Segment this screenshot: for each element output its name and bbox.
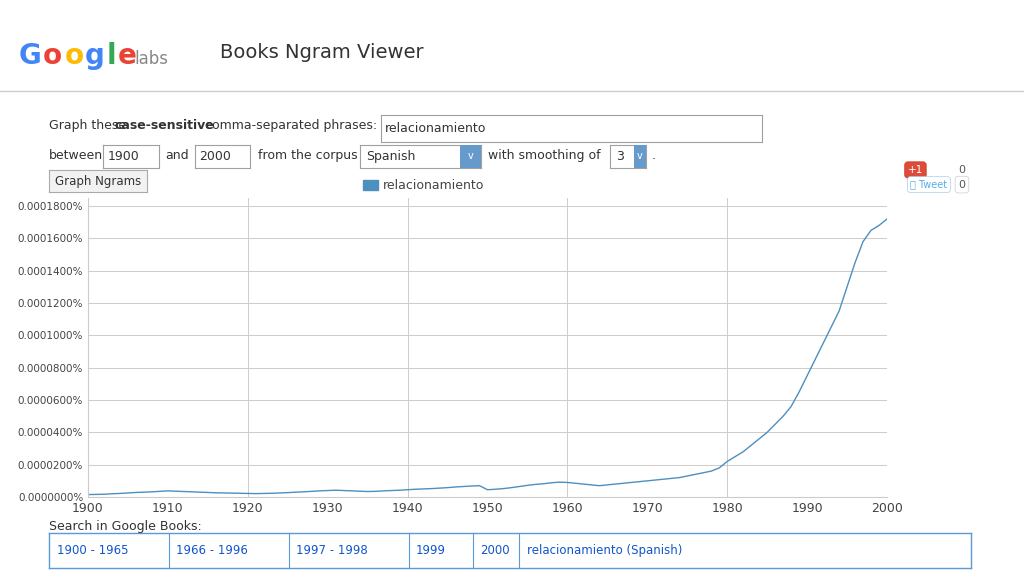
Text: from the corpus: from the corpus: [258, 149, 357, 162]
Text: 1900 - 1965: 1900 - 1965: [56, 544, 128, 557]
Text: 🐦 Tweet: 🐦 Tweet: [910, 179, 947, 190]
Text: 3: 3: [615, 150, 624, 163]
Text: 1999: 1999: [416, 544, 445, 557]
Text: l: l: [106, 42, 116, 70]
Text: .: .: [651, 149, 655, 162]
Text: Graph Ngrams: Graph Ngrams: [55, 175, 141, 188]
Text: Books Ngram Viewer: Books Ngram Viewer: [220, 43, 424, 62]
Text: relacionamiento (Spanish): relacionamiento (Spanish): [526, 544, 682, 557]
Text: and: and: [165, 149, 188, 162]
Text: Spanish: Spanish: [367, 150, 416, 163]
Text: case-sensitive: case-sensitive: [115, 120, 214, 132]
Text: Search in Google Books:: Search in Google Books:: [49, 520, 202, 533]
Text: e: e: [118, 42, 136, 70]
Text: 2000: 2000: [480, 544, 510, 557]
Text: g: g: [85, 42, 104, 70]
Text: 1966 - 1996: 1966 - 1996: [176, 544, 248, 557]
Text: with smoothing of: with smoothing of: [488, 149, 601, 162]
Text: 0: 0: [958, 179, 966, 190]
Text: Graph these: Graph these: [49, 120, 130, 132]
Text: labs: labs: [134, 50, 168, 67]
Text: 0: 0: [958, 165, 966, 175]
Text: comma-separated phrases:: comma-separated phrases:: [201, 120, 377, 132]
Text: between: between: [49, 149, 103, 162]
Text: relacionamiento: relacionamiento: [385, 122, 486, 135]
Text: G: G: [18, 42, 41, 70]
Text: +1: +1: [908, 165, 923, 175]
Text: 1997 - 1998: 1997 - 1998: [296, 544, 368, 557]
Legend: relacionamiento: relacionamiento: [358, 175, 489, 197]
Text: o: o: [65, 42, 84, 70]
Text: o: o: [43, 42, 62, 70]
Text: 2000: 2000: [199, 150, 230, 163]
Text: 1900: 1900: [108, 150, 139, 163]
